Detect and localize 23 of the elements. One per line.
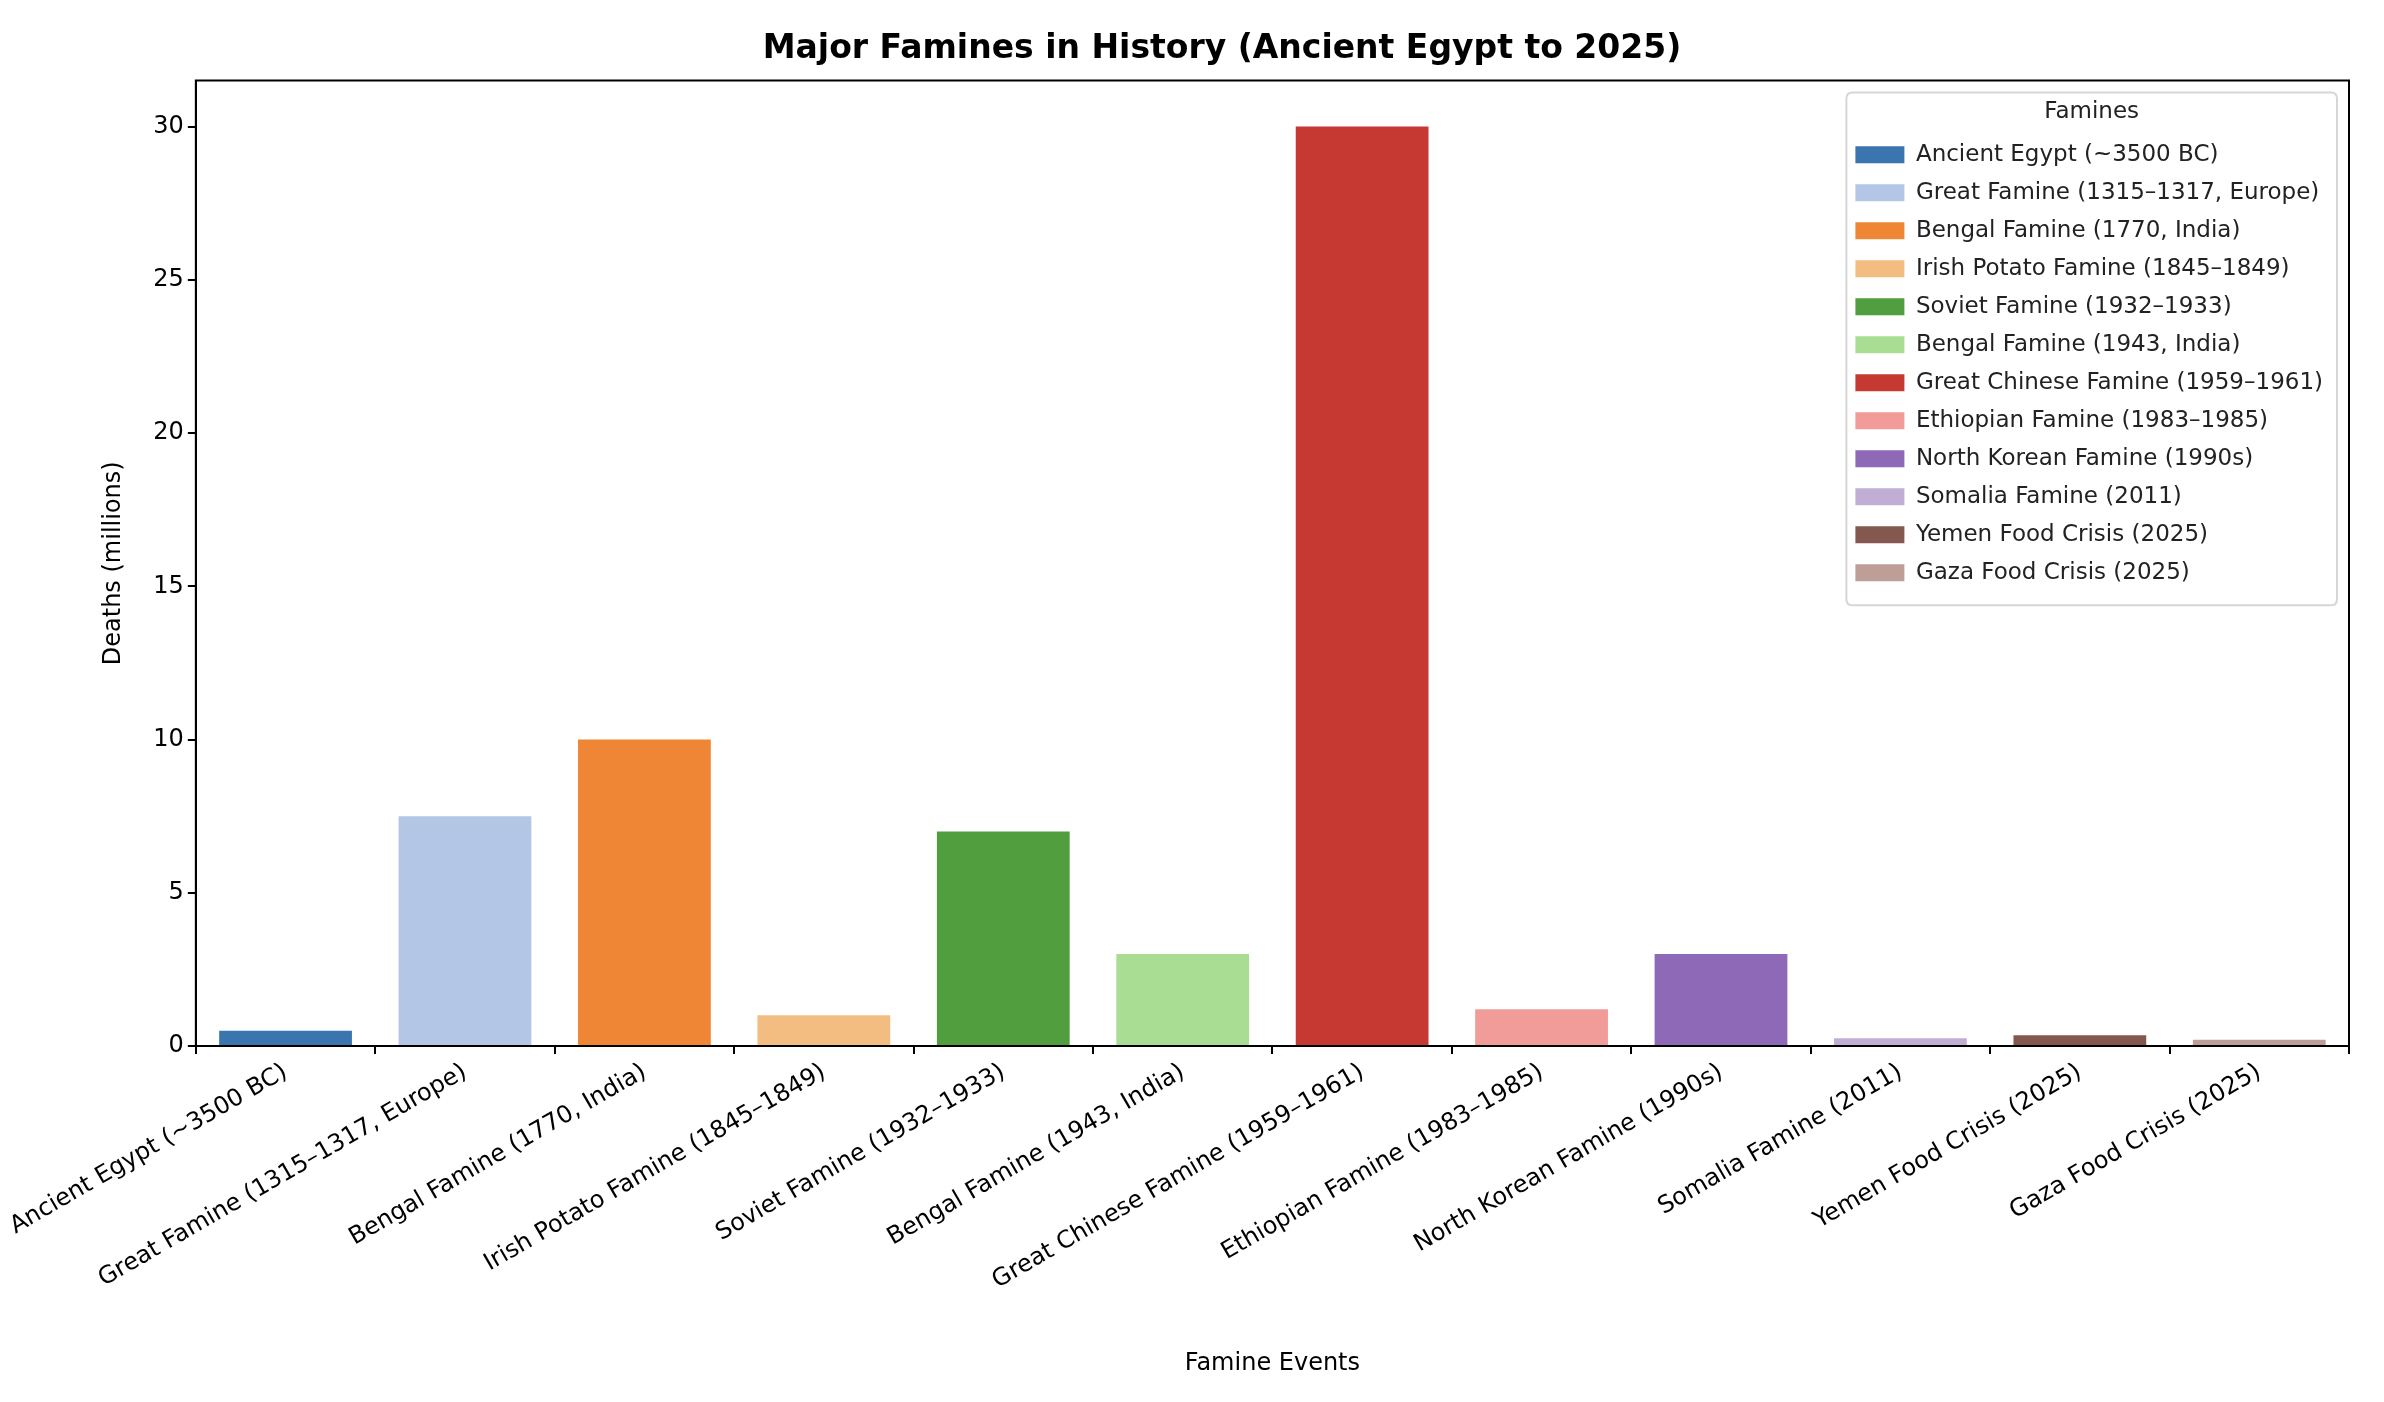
legend-label: Ethiopian Famine (1983–1985) [1915,405,2269,432]
chart-title: Major Famines in History (Ancient Egypt to 2025) [762,27,1682,67]
legend-label: Gaza Food Crisis (2025) [1915,557,2190,584]
y-axis-title: Deaths (millions) [98,461,127,666]
legend-title: Famines [2044,97,2140,124]
legend-label: Soviet Famine (1932–1933) [1915,291,2232,318]
legend-label: Great Chinese Famine (1959–1961) [1915,367,2323,394]
legend-label: Bengal Famine (1770, India) [1915,215,2241,242]
x-axis-title: Famine Events [1184,1347,1361,1376]
legend-label: Somalia Famine (2011) [1915,481,2182,508]
y-tick-label: 20 [153,417,184,446]
y-tick-label: 15 [153,570,184,599]
legend-label: Irish Potato Famine (1845–1849) [1915,253,2290,280]
y-tick-label: 30 [153,110,184,139]
legend-label: Bengal Famine (1943, India) [1915,329,2241,356]
legend-label: Great Famine (1315–1317, Europe) [1915,177,2320,204]
y-tick-label: 5 [168,877,184,905]
y-tick-label: 25 [153,264,184,293]
legend-label: North Korean Famine (1990s) [1915,443,2254,470]
legend-label: Yemen Food Crisis (2025) [1914,519,2208,546]
y-tick-label: 0 [168,1030,184,1059]
y-tick-label: 10 [153,723,184,752]
legend-label: Ancient Egypt (~3500 BC) [1915,139,2219,166]
